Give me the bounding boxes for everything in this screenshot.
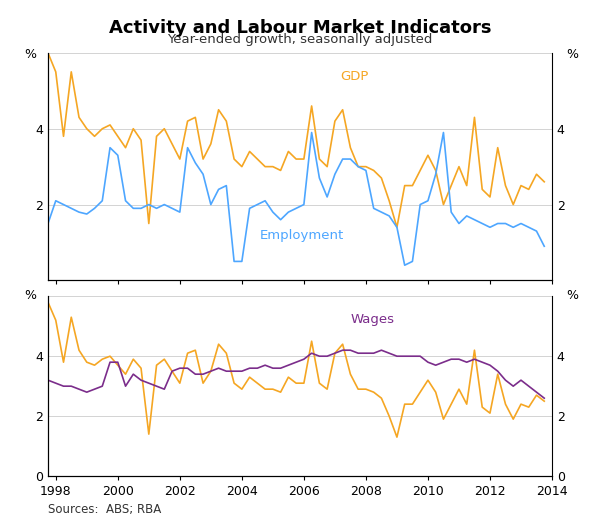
Y-axis label: %: % xyxy=(25,289,37,302)
Text: Sources:  ABS; RBA: Sources: ABS; RBA xyxy=(48,503,161,516)
Text: Wages: Wages xyxy=(350,313,394,326)
Text: Activity and Labour Market Indicators: Activity and Labour Market Indicators xyxy=(109,19,491,37)
Text: Employment: Employment xyxy=(260,230,344,242)
Text: Year-ended growth, seasonally adjusted: Year-ended growth, seasonally adjusted xyxy=(167,33,433,46)
Text: GDP: GDP xyxy=(340,70,368,83)
Y-axis label: %: % xyxy=(25,48,37,61)
Y-axis label: %: % xyxy=(566,289,578,302)
Y-axis label: %: % xyxy=(566,48,578,61)
